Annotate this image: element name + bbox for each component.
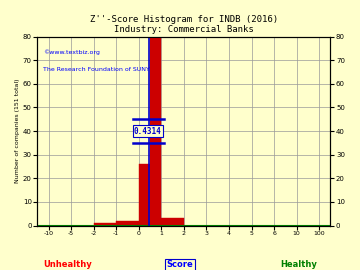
Bar bbox=[94, 223, 116, 225]
Text: Unhealthy: Unhealthy bbox=[43, 260, 92, 269]
Text: 0.4314: 0.4314 bbox=[134, 127, 162, 136]
Text: Healthy: Healthy bbox=[280, 260, 317, 269]
Bar bbox=[139, 164, 150, 225]
Bar bbox=[161, 218, 184, 225]
Bar bbox=[150, 36, 161, 225]
Bar bbox=[116, 221, 139, 225]
Title: Z''-Score Histogram for INDB (2016)
Industry: Commercial Banks: Z''-Score Histogram for INDB (2016) Indu… bbox=[90, 15, 278, 34]
Text: Score: Score bbox=[167, 260, 193, 269]
Y-axis label: Number of companies (151 total): Number of companies (151 total) bbox=[15, 79, 20, 183]
Text: ©www.textbiz.org: ©www.textbiz.org bbox=[43, 50, 100, 55]
Text: The Research Foundation of SUNY: The Research Foundation of SUNY bbox=[43, 67, 150, 72]
